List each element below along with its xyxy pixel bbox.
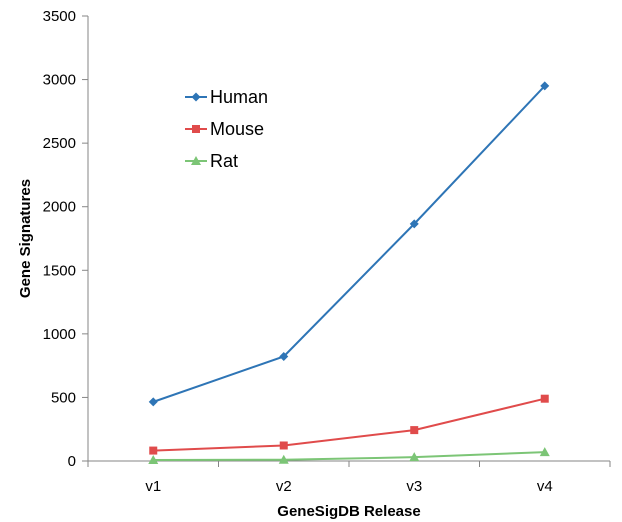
x-axis-title: GeneSigDB Release: [277, 503, 420, 520]
legend-label-rat: Rat: [210, 151, 238, 171]
legend-label-mouse: Mouse: [210, 119, 264, 139]
x-axis-ticks: v1 v2 v3 v4: [87, 461, 611, 495]
data-point-human: [409, 219, 419, 229]
series-human: [148, 81, 550, 407]
legend: Human Mouse Rat: [185, 87, 268, 171]
legend-marker-rat: [191, 156, 201, 165]
legend-item-rat: Rat: [185, 151, 238, 171]
data-point-mouse: [540, 394, 549, 403]
y-tick-label: 3000: [43, 72, 76, 89]
x-tick-label: v3: [406, 478, 422, 495]
data-point-human: [279, 351, 289, 361]
legend-label-human: Human: [210, 87, 268, 107]
x-tick-label: v2: [276, 478, 292, 495]
data-point-mouse: [149, 446, 158, 455]
series-group: [148, 81, 550, 464]
data-point-human: [148, 397, 158, 407]
data-point-mouse: [410, 426, 419, 435]
series-rat: [148, 447, 550, 464]
data-point-rat: [148, 454, 159, 464]
data-point-rat: [539, 447, 550, 457]
series-mouse: [149, 394, 549, 455]
y-tick-label: 0: [68, 453, 76, 470]
y-tick-label: 1000: [43, 326, 76, 343]
y-axis-title: Gene Signatures: [17, 179, 34, 298]
data-point-mouse: [279, 441, 288, 450]
x-tick-label: v4: [537, 478, 553, 495]
legend-marker-mouse: [192, 125, 200, 133]
legend-marker-human: [191, 92, 201, 102]
series-line-rat: [153, 451, 545, 461]
x-tick-label: v1: [145, 478, 161, 495]
y-tick-label: 500: [51, 389, 76, 406]
y-tick-label: 2000: [43, 199, 76, 216]
y-axis-ticks: 0 500 1000 1500 2000 2500 3000 3500: [43, 8, 88, 470]
y-tick-label: 3500: [43, 8, 76, 25]
y-tick-label: 1500: [43, 262, 76, 279]
data-point-rat: [278, 454, 289, 464]
data-point-human: [540, 81, 550, 91]
series-line-mouse: [153, 397, 545, 452]
data-point-rat: [409, 452, 420, 462]
legend-item-mouse: Mouse: [185, 119, 264, 139]
y-tick-label: 2500: [43, 135, 76, 152]
series-line-human: [152, 85, 546, 403]
legend-item-human: Human: [185, 87, 268, 107]
